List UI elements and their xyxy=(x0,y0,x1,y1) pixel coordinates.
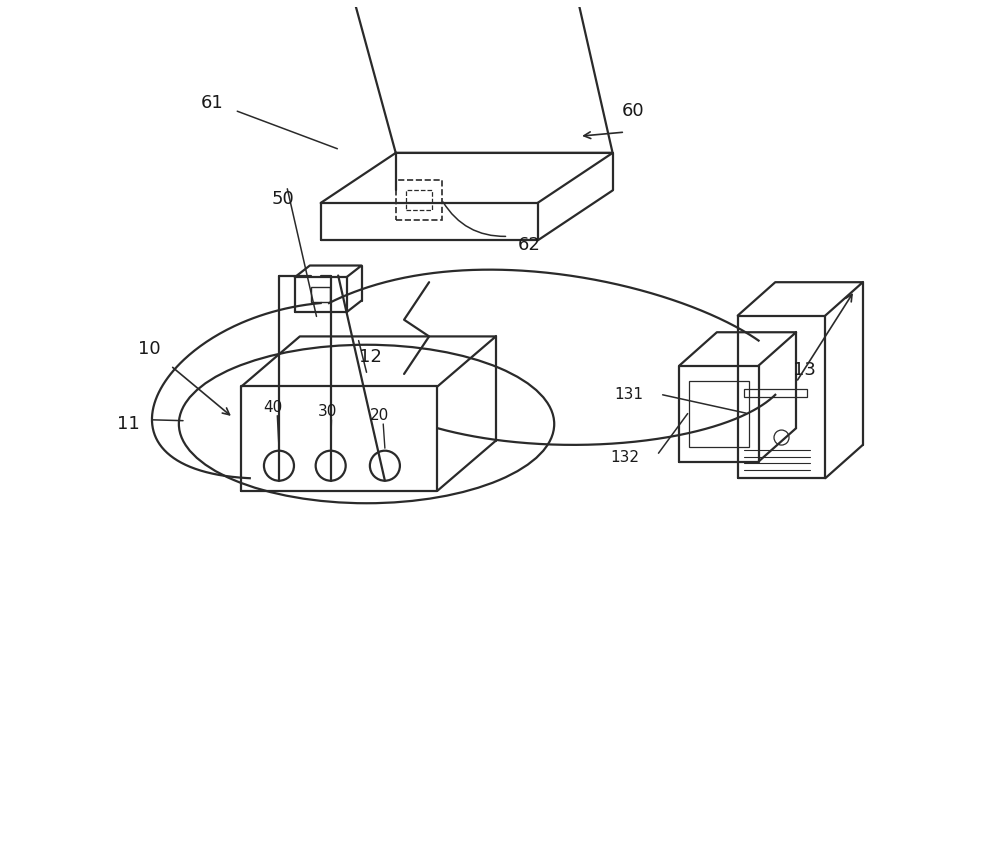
Text: 132: 132 xyxy=(611,450,640,465)
Text: 30: 30 xyxy=(318,404,337,419)
Bar xyxy=(396,180,442,220)
Text: 10: 10 xyxy=(138,340,161,358)
Text: 60: 60 xyxy=(622,103,645,120)
Bar xyxy=(311,287,330,302)
Text: 50: 50 xyxy=(272,190,295,208)
Bar xyxy=(406,190,432,209)
Text: 20: 20 xyxy=(369,408,389,423)
Text: 61: 61 xyxy=(201,94,224,112)
Text: 62: 62 xyxy=(518,236,541,254)
Text: 11: 11 xyxy=(117,415,140,433)
Text: 13: 13 xyxy=(793,360,816,379)
Bar xyxy=(744,389,807,397)
Text: 12: 12 xyxy=(359,349,382,366)
Text: 131: 131 xyxy=(615,388,644,402)
Bar xyxy=(689,381,749,447)
Text: 40: 40 xyxy=(263,399,283,415)
